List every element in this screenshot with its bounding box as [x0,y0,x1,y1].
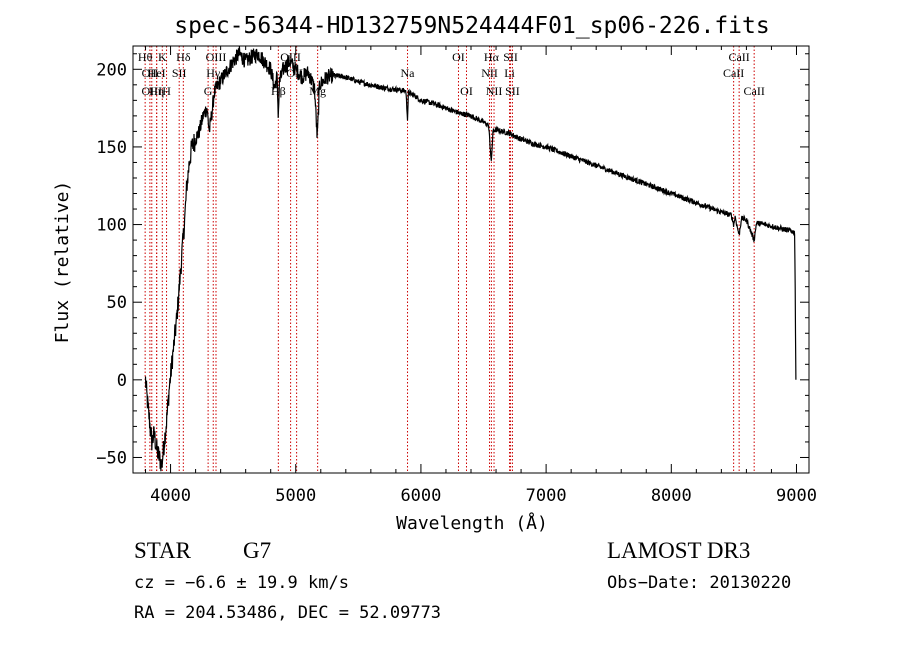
line-marker-label: G [204,84,213,98]
line-marker-label: K [158,50,167,64]
x-tick-label: 9000 [776,486,817,506]
line-marker-label: HeI [148,66,166,80]
line-marker-label: Hδ [176,50,191,64]
axis-tick-labels: 4000 5000 6000 7000 8000 9000 −50 0 50 100 150 200 [96,60,817,506]
y-tick-label: 50 [107,293,127,313]
line-marker-label: Hα [484,50,500,64]
line-marker-label: CaII [744,84,765,98]
line-marker-label: Mg [309,84,326,98]
line-marker-label: OII [142,66,159,80]
observation-date: Obs−Date: 20130220 [607,573,792,593]
x-tick-label: 8000 [651,486,692,506]
redshift-cz: cz = −6.6 ± 19.9 km/s [134,573,349,593]
x-tick-label: 5000 [275,486,316,506]
line-marker-label: OI [460,84,473,98]
y-tick-label: 100 [96,216,127,236]
x-tick-label: 6000 [400,486,441,506]
x-tick-label: 4000 [150,486,191,506]
line-marker-label: SII [505,84,520,98]
line-marker-label: Hη [149,84,164,98]
chart-title: spec-56344-HD132759N524444F01_sp06-226.f… [174,13,769,39]
line-marker-label: OIII [206,50,227,64]
line-marker-label: CaII [723,66,744,80]
survey-name: LAMOST DR3 [607,538,751,563]
line-marker-label: CaII [728,50,749,64]
x-axis-label: Wavelength (Å) [396,512,548,534]
x-tick-label: 7000 [526,486,567,506]
class-type: STAR [134,538,191,563]
y-tick-label: 150 [96,138,127,158]
line-marker-label: NII [481,66,498,80]
line-marker-label: Na [401,66,416,80]
y-tick-label: 0 [117,371,127,391]
class-subtype: G7 [243,538,272,563]
line-marker-label: OIII [141,84,162,98]
line-marker-label: Hγ [206,66,221,80]
line-marker-label: Li [504,66,515,80]
line-marker-label: SII [503,50,518,64]
y-tick-label: 200 [96,60,127,80]
plot-frame [132,45,810,474]
line-marker-label: H [162,84,171,98]
line-marker-label: NII [486,84,503,98]
line-marker-label: OI [452,50,465,64]
line-marker-label: SII [172,66,187,80]
spectrum-line [144,46,797,472]
ra-dec-coordinates: RA = 204.53486, DEC = 52.09773 [134,603,442,623]
y-axis-label: Flux (relative) [52,181,73,344]
axis-ticks [133,46,809,473]
line-marker-label: Hθ [138,50,153,64]
y-tick-label: −50 [96,448,127,468]
